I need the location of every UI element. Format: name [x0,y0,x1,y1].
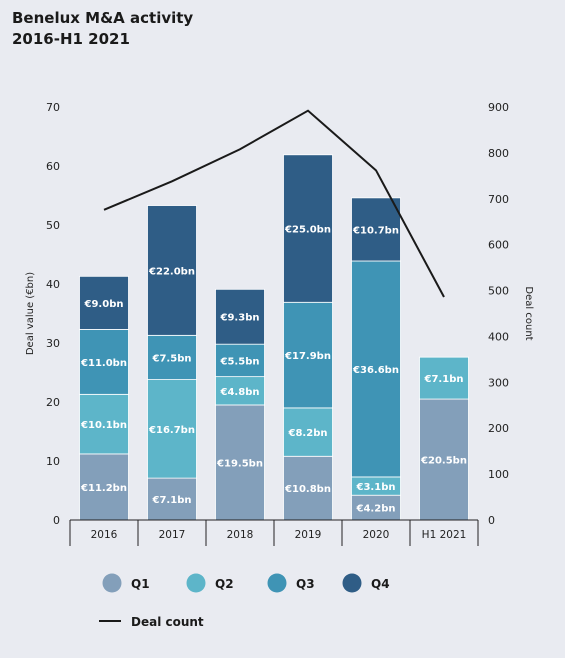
data-label: €9.3bn [220,313,260,324]
y2-tick-label: 200 [488,422,509,435]
data-label: €7.5bn [152,353,192,364]
y2-tick-label: 600 [488,239,509,252]
data-label: €19.5bn [216,458,263,469]
y-tick-label: 20 [46,396,60,409]
legend-label-q1: Q1 [131,577,150,591]
y2-tick-label: 300 [488,376,509,389]
bar-segment-q2 [79,393,129,455]
x-tick-label: 2017 [159,529,186,541]
chart-title-line-1: Benelux M&A activity [12,9,194,27]
data-label: €16.7bn [148,425,195,436]
bar-segment-q4 [283,154,333,303]
bar-segment-q1 [215,404,265,521]
y2-tick-label: 500 [488,285,509,298]
legend-label-q4: Q4 [371,577,390,591]
x-tick-label: 2016 [91,529,118,541]
data-label: €25.0bn [284,225,331,236]
y2-tick-label: 0 [488,514,495,527]
y-tick-label: 0 [53,514,60,527]
data-label: €10.1bn [80,420,127,431]
legend-marker-q4 [342,573,362,593]
bar-segment-q1 [419,398,469,521]
legend-label-q2: Q2 [215,577,234,591]
data-label: €4.2bn [356,504,396,515]
y-tick-label: 50 [46,219,60,232]
legend-marker-q3 [267,573,287,593]
bar-segment-q4 [79,275,129,330]
bar-segment-q1 [283,455,333,521]
chart-title-line-2: 2016-H1 2021 [12,30,130,48]
bar-segment-q3 [283,301,333,409]
data-label: €22.0bn [148,266,195,277]
bar-segment-q3 [147,334,197,380]
bar-segment-q2 [215,376,265,406]
legend-marker-q2 [186,573,206,593]
data-label: €9.0bn [84,299,124,310]
y-tick-label: 40 [46,278,60,291]
y2-tick-label: 800 [488,147,509,160]
y-tick-label: 30 [46,337,60,350]
x-tick-label: 2020 [363,529,390,541]
bar-segment-q4 [215,288,265,345]
y2-tick-label: 100 [488,468,509,481]
data-label: €36.6bn [352,365,399,376]
bar-segment-q2 [419,356,469,400]
y2-axis-title: Deal count [523,286,534,340]
bar-segment-q4 [351,197,401,262]
y2-tick-label: 400 [488,330,509,343]
data-label: €11.0bn [80,358,127,369]
x-tick-label: H1 2021 [422,529,467,541]
y2-tick-label: 700 [488,193,509,206]
data-label: €3.1bn [356,482,396,493]
legend-label-q3: Q3 [296,577,315,591]
bar-segment-q1 [79,453,129,521]
data-label: €7.1bn [424,374,464,385]
y2-tick-label: 900 [488,101,509,114]
x-tick-label: 2018 [227,529,254,541]
data-label: €17.9bn [284,351,331,362]
data-label: €5.5bn [220,356,260,367]
data-label: €7.1bn [152,495,192,506]
bar-segment-q4 [147,205,197,336]
y-axis-title: Deal value (€bn) [25,272,36,355]
bar-segment-q3 [79,329,129,395]
y-tick-label: 60 [46,160,60,173]
y-tick-label: 70 [46,101,60,114]
data-label: €11.2bn [80,483,127,494]
data-label: €20.5bn [420,456,467,467]
legend-label-deal-count: Deal count [131,615,204,629]
bar-segment-q2 [283,407,333,457]
deal-count-line [103,109,445,298]
data-label: €10.7bn [352,225,399,236]
chart-title: Benelux M&A activity 2016-H1 2021 [12,8,193,50]
data-label: €4.8bn [220,387,260,398]
legend-marker-q1 [102,573,122,593]
data-label: €10.8bn [284,484,331,495]
y-tick-label: 10 [46,455,60,468]
bar-segment-q3 [351,260,401,478]
x-tick-label: 2019 [295,529,322,541]
data-label: €8.2bn [288,428,328,439]
